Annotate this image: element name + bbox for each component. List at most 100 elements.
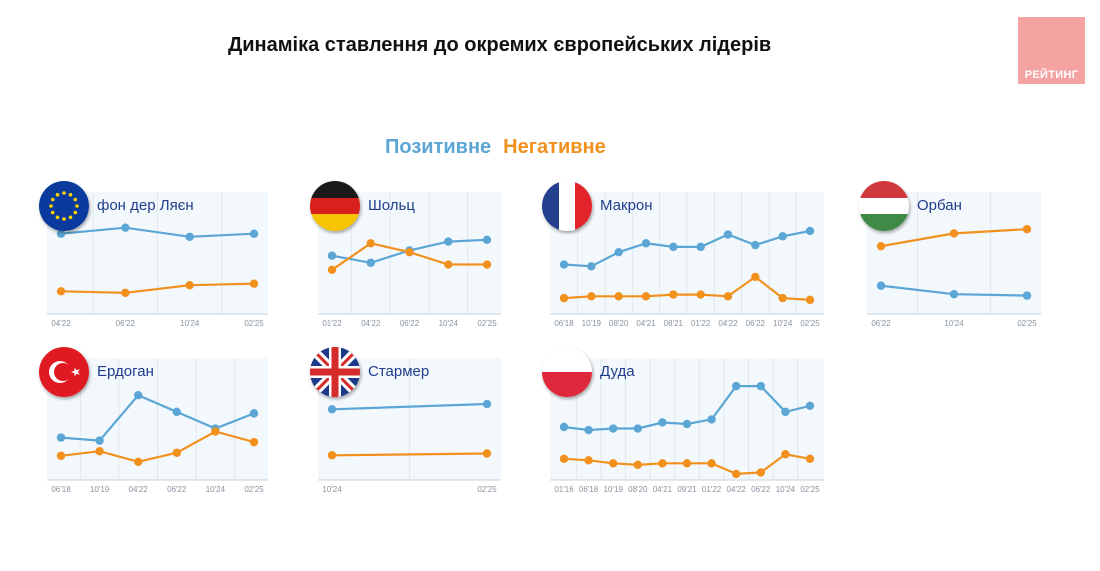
series-positive-point [707,415,716,424]
series-negative-point [723,292,733,301]
series-negative-point [682,459,692,468]
x-tick-label: 10'19 [582,319,602,328]
series-negative-point [327,265,337,275]
series-positive-line [563,229,811,268]
series-negative-point [559,293,569,303]
poland-flag-icon [542,347,592,397]
series-negative-point [949,229,959,238]
series-positive-point [1022,291,1032,300]
x-tick-label: 02'25 [244,319,264,328]
series-negative-point [172,448,181,457]
x-tick-label: 04'21 [636,319,656,328]
series-negative-point [707,459,716,468]
x-tick-label: 10'24 [773,319,793,328]
x-tick-label: 10'24 [206,485,226,494]
x-tick-label: 06'22 [871,319,891,328]
series-positive-point [876,281,886,290]
series-positive-point [805,401,815,410]
leader-name: Макрон [600,197,653,214]
x-tick-label: 01'22 [702,485,722,494]
x-tick-label: 06'18 [554,319,574,328]
x-tick-label: 06'18 [579,485,599,494]
x-tick-label: 04'21 [653,485,673,494]
series-negative-point [1022,225,1032,234]
series-negative-line [60,430,255,463]
series-negative-point [614,292,623,301]
series-negative-point [696,290,705,299]
legend-positive: Позитивне [385,136,492,158]
chart-panel-duda: 01'16 06'18 10'19 08'20 04'21 09'21 01'22 04'22… [542,347,824,498]
series-positive-point [327,405,337,414]
chart-panel-macron: 06'18 10'19 08'20 04'21 08'21 01'22 04'22 06'22… [542,181,824,332]
x-tick-label: 10'24 [180,319,200,328]
uk-flag-icon [310,347,360,397]
leader-name: Дуда [600,363,635,380]
x-tick-label: 10'19 [90,485,110,494]
series-positive-point [327,251,337,260]
x-tick-label: 06'22 [751,485,771,494]
series-positive-point [482,399,492,409]
series-negative-point [658,459,667,468]
series-positive-point [696,242,705,252]
series-positive-point [781,407,790,417]
rating-logo: РЕЙТИНГ [1018,17,1085,84]
chart-svg: 06'18 10'19 08'20 04'21 08'21 01'22 04'22 06'22… [550,192,824,328]
x-tick-label: 04'22 [51,319,71,328]
series-positive-point [56,433,66,442]
series-negative-point [405,247,414,257]
series-negative-line [563,275,811,301]
series-positive-point [121,223,130,232]
x-tick-label: 02'25 [800,319,820,328]
chart-svg: 04'22 06'22 10'24 02'25 [47,192,268,328]
series-negative-point [559,454,569,463]
series-positive-point [444,237,453,246]
chart-svg: 06'18 10'19 04'22 06'22 10'24 02'25 [47,358,268,494]
series-positive-point [732,381,741,391]
x-tick-label: 02'25 [477,319,497,328]
series-positive-point [366,258,375,267]
series-positive-line [60,393,255,442]
series-negative-point [584,456,593,465]
series-positive-point [633,424,642,433]
germany-flag-icon [310,181,360,231]
x-tick-label: 06'22 [167,485,187,494]
series-positive-point [584,425,593,435]
series-positive-point [751,240,760,250]
series-positive-point [172,407,181,417]
legend: Позитивне Негативне [385,136,606,159]
x-tick-label: 08'20 [628,485,648,494]
chart-panel-erdogan: 06'18 10'19 04'22 06'22 10'24 02'25 Ердоган [39,347,268,498]
series-negative-point [876,241,886,251]
x-tick-label: 08'21 [664,319,684,328]
series-negative-point [751,272,760,282]
chart-panel-scholz: 01'22 04'22 06'22 10'24 02'25 Шольц [310,181,501,332]
series-negative-point [587,292,596,301]
series-negative-point [805,454,815,463]
series-negative-point [56,287,66,296]
series-positive-point [641,239,651,248]
series-negative-point [444,260,453,269]
series-negative-point [781,450,790,459]
x-tick-label: 10'19 [604,485,624,494]
series-negative-point [185,281,194,290]
series-negative-point [633,460,642,470]
series-positive-point [185,232,194,241]
eu-flag-icon [39,181,89,231]
series-negative-point [669,290,678,299]
series-negative-point [134,457,143,467]
series-negative-point [609,459,618,468]
series-negative-point [327,451,337,460]
series-positive-line [331,402,488,411]
x-tick-label: 04'22 [727,485,747,494]
series-positive-point [482,235,492,244]
series-positive-point [682,419,692,429]
x-tick-label: 01'22 [691,319,711,328]
france-flag-icon [542,181,592,231]
chart-panel-starmer: 10'24 02'25 Стармер [310,347,501,498]
series-positive-point [669,242,678,252]
series-negative-point [211,427,220,436]
series-positive-point [587,262,596,271]
series-positive-point [56,229,66,238]
series-positive-point [658,418,667,427]
series-negative-line [60,282,255,294]
